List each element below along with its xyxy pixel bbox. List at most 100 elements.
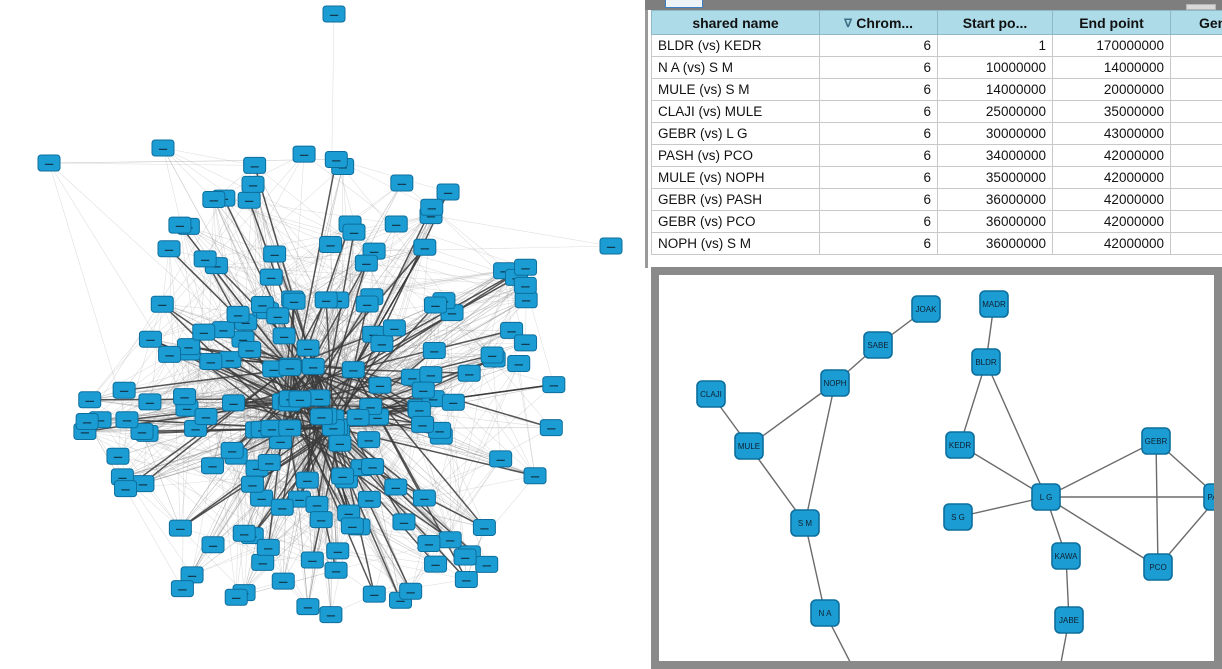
node-shape[interactable]: [411, 381, 435, 399]
node-shape[interactable]: [37, 154, 61, 172]
column-header-shared-name[interactable]: shared name: [651, 10, 820, 35]
node-shape[interactable]: [115, 411, 139, 429]
node-shape[interactable]: [263, 245, 287, 263]
full-network-view[interactable]: ▬▬ ▬▬ ▬▬ ▬▬ ▬▬ ▬▬ ▬▬ ▬▬ ▬▬ ▬▬ ▬▬ ▬▬ ▬▬ ▬▬ ▬▬ ▬▬ ▬▬ ▬▬ ▬▬ ▬▬…: [0, 0, 645, 669]
table-row[interactable]: NOPH (vs) S M636000000420000009.9: [651, 232, 1222, 255]
node-shape[interactable]: [324, 150, 348, 168]
node-shape[interactable]: [734, 432, 764, 460]
node-shape[interactable]: [1051, 542, 1081, 570]
subnetwork-node[interactable]: KEDR: [945, 431, 975, 459]
node-shape[interactable]: [971, 348, 1001, 376]
node-shape[interactable]: [441, 393, 465, 411]
table-row[interactable]: GEBR (vs) PCO636000000420000008.4: [651, 210, 1222, 233]
cell-shared_name[interactable]: GEBR (vs) L G: [651, 122, 820, 145]
node-shape[interactable]: [355, 295, 379, 313]
subnetwork-node[interactable]: MADR: [979, 290, 1009, 318]
node-shape[interactable]: [288, 390, 312, 408]
node-shape[interactable]: [324, 561, 348, 579]
subnetwork-node[interactable]: KAWA: [1051, 542, 1081, 570]
subnetwork-node[interactable]: N A: [810, 599, 840, 627]
subnetwork-edge[interactable]: [804, 522, 826, 614]
cell-chromosome[interactable]: 6: [819, 122, 938, 145]
node-shape[interactable]: [514, 334, 538, 352]
node-shape[interactable]: [199, 352, 223, 370]
edge-table[interactable]: shared name ∇ Chrom... Start po... End po…: [651, 10, 1222, 255]
node-shape[interactable]: [309, 511, 333, 529]
node-shape[interactable]: [420, 198, 444, 216]
subnetwork-node[interactable]: CLAJI: [696, 380, 726, 408]
node-shape[interactable]: [271, 572, 295, 590]
node-shape[interactable]: [911, 295, 941, 323]
node-shape[interactable]: [423, 296, 447, 314]
node-shape[interactable]: [417, 534, 441, 552]
cell-chromosome[interactable]: 6: [819, 78, 938, 101]
cell-end_point[interactable]: 43000000: [1052, 122, 1171, 145]
table-row[interactable]: N A (vs) S M610000000140000006.6: [651, 56, 1222, 79]
node-shape[interactable]: [241, 175, 265, 193]
subnetwork-edge[interactable]: [804, 382, 836, 524]
cell-start_point[interactable]: 34000000: [937, 144, 1053, 167]
table-row[interactable]: PASH (vs) PCO6340000004200000011.4: [651, 144, 1222, 167]
cell-chromosome[interactable]: 6: [819, 144, 938, 167]
cell-genetic[interactable]: 10.5: [1170, 166, 1222, 189]
cell-start_point[interactable]: 35000000: [937, 166, 1053, 189]
node-shape[interactable]: [979, 290, 1009, 318]
table-row[interactable]: GEBR (vs) PASH636000000420000008.9: [651, 188, 1222, 211]
cell-genetic[interactable]: 16.9: [1170, 122, 1222, 145]
cell-start_point[interactable]: 14000000: [937, 78, 1053, 101]
subnetwork-node[interactable]: BLDR: [971, 348, 1001, 376]
node-shape[interactable]: [370, 335, 394, 353]
cell-end_point[interactable]: 42000000: [1052, 188, 1171, 211]
node-shape[interactable]: [424, 555, 448, 573]
node-shape[interactable]: [192, 323, 216, 341]
node-shape[interactable]: [282, 292, 306, 310]
node-shape[interactable]: [270, 498, 294, 516]
node-shape[interactable]: [222, 394, 246, 412]
node-shape[interactable]: [256, 538, 280, 556]
node-shape[interactable]: [112, 381, 136, 399]
cell-start_point[interactable]: 36000000: [937, 232, 1053, 255]
node-shape[interactable]: [1031, 483, 1061, 511]
table-row[interactable]: GEBR (vs) L G6300000004300000016.9: [651, 122, 1222, 145]
node-shape[interactable]: [790, 509, 820, 537]
node-shape[interactable]: [342, 223, 366, 241]
table-row[interactable]: MULE (vs) S M614000000200000007.5: [651, 78, 1222, 101]
cell-genetic[interactable]: 192.0: [1170, 34, 1222, 57]
node-shape[interactable]: [346, 408, 370, 426]
node-shape[interactable]: [328, 434, 352, 452]
node-shape[interactable]: [78, 391, 102, 409]
table-body[interactable]: BLDR (vs) KEDR61170000000192.0N A (vs) S…: [651, 34, 1222, 255]
node-shape[interactable]: [266, 307, 290, 325]
node-shape[interactable]: [472, 518, 496, 536]
node-shape[interactable]: [75, 412, 99, 430]
node-shape[interactable]: [151, 139, 175, 157]
node-shape[interactable]: [340, 517, 364, 535]
scroll-handle[interactable]: [1186, 4, 1216, 10]
cell-end_point[interactable]: 20000000: [1052, 78, 1171, 101]
node-shape[interactable]: [150, 295, 174, 313]
cell-end_point[interactable]: 42000000: [1052, 232, 1171, 255]
node-shape[interactable]: [238, 341, 262, 359]
node-shape[interactable]: [411, 415, 435, 433]
table-row[interactable]: MULE (vs) NOPH6350000004200000010.5: [651, 166, 1222, 189]
cell-chromosome[interactable]: 6: [819, 166, 938, 189]
node-shape[interactable]: [454, 571, 478, 589]
edge-table-panel[interactable]: shared name ∇ Chrom... Start po... End po…: [645, 10, 1222, 268]
node-shape[interactable]: [362, 585, 386, 603]
cell-start_point[interactable]: 1: [937, 34, 1053, 57]
node-shape[interactable]: [513, 276, 537, 294]
node-shape[interactable]: [357, 431, 381, 449]
node-shape[interactable]: [599, 237, 623, 255]
cell-shared_name[interactable]: N A (vs) S M: [651, 56, 820, 79]
node-shape[interactable]: [314, 291, 338, 309]
cell-shared_name[interactable]: MULE (vs) NOPH: [651, 166, 820, 189]
node-shape[interactable]: [309, 408, 333, 426]
subnetwork-node[interactable]: MULE: [734, 432, 764, 460]
cell-shared_name[interactable]: BLDR (vs) KEDR: [651, 34, 820, 57]
node-shape[interactable]: [514, 258, 538, 276]
node-shape[interactable]: [157, 240, 181, 258]
node-shape[interactable]: [480, 346, 504, 364]
node-shape[interactable]: [453, 548, 477, 566]
